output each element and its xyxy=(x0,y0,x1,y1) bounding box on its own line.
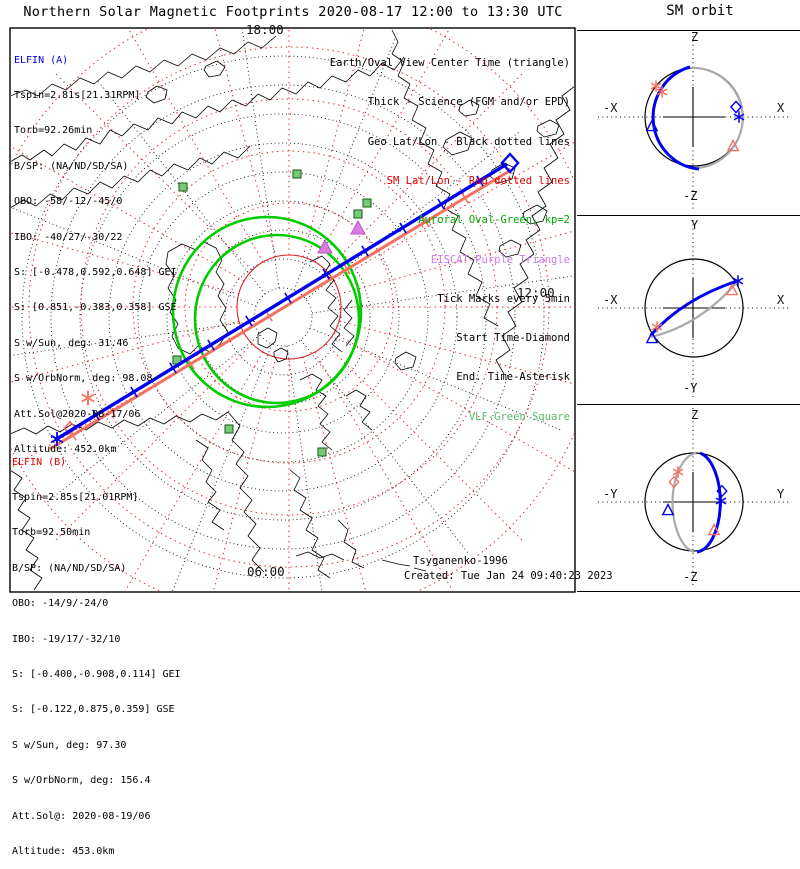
legend-auroral-oval: Auroral Oval-Green, kp=2 xyxy=(418,214,570,227)
elfin-b-sun-angle: S w/Sun, deg: 97.30 xyxy=(12,739,127,751)
elfin-b-track xyxy=(49,168,512,451)
elfin-a-torb: Torb=92.26min xyxy=(14,125,93,137)
elfin-a-orbnorm-angle: S w/OrbNorm, deg: 98.08 xyxy=(14,373,153,385)
elfin-b-altitude: Altitude: 453.0km xyxy=(12,845,115,857)
sm-orbit-panel-yz xyxy=(598,408,790,588)
xy-axis-negy: -Y xyxy=(683,381,698,395)
xz-axis-negx: -X xyxy=(603,101,618,115)
elfin-a-title: ELFIN (A) xyxy=(14,54,69,66)
elfin-b-title: ELFIN (B) xyxy=(12,456,67,468)
yz-axis-z: Z xyxy=(691,408,699,422)
elfin-a-bsp: B/SP: (NA/ND/SD/SA) xyxy=(14,160,129,172)
mlt-label-12: 12:00 xyxy=(517,285,555,300)
sm-orbit-panels xyxy=(577,29,800,593)
legend-end-time: End. Time-Asterisk xyxy=(456,371,570,384)
yz-axis-negy: -Y xyxy=(603,487,618,501)
elfin-b-tspin: Tspin=2.85s[21.01RPM] xyxy=(12,491,139,503)
legend-tick-marks: Tick Marks every 5min xyxy=(437,292,570,305)
coastlines xyxy=(11,29,574,591)
plot-canvas xyxy=(9,27,800,593)
elfin-b-s-gei: S: [-0.400,-0.908,0.114] GEI xyxy=(12,668,181,680)
panel-dividers xyxy=(577,29,800,593)
yz-axis-y: Y xyxy=(777,487,785,501)
vlf-station-squares xyxy=(172,169,372,457)
mlt-label-18: 18:00 xyxy=(246,22,284,37)
elfin-a-ibo: IBO: -40/27/-30/22 xyxy=(14,231,123,243)
sm-grid xyxy=(11,29,574,591)
auroral-oval xyxy=(171,215,363,409)
yz-axis-negz: -Z xyxy=(683,570,698,584)
elfin-a-track xyxy=(50,152,520,447)
xy-axis-y: Y xyxy=(691,218,699,232)
legend-sm-grid: SM Lat/Lon - Red dotted lines xyxy=(386,175,570,188)
xy-axis-x: X xyxy=(777,293,785,307)
elfin-b-orbnorm-angle: S w/OrbNorm, deg: 156.4 xyxy=(12,775,151,787)
elfin-b-s-gse: S: [-0.122,0.875,0.359] GSE xyxy=(12,704,175,716)
elfin-a-obo: OBO: -58/-12/-45/0 xyxy=(14,196,123,208)
xy-axis-negx: -X xyxy=(603,293,618,307)
elfin-a-att-sol: Att.Sol@2020-08-17/06 xyxy=(14,408,141,420)
created-timestamp: Created: Tue Jan 24 09:40:23 2023 xyxy=(404,570,613,582)
xz-axis-z: Z xyxy=(691,30,699,44)
legend-start-time: Start Time-Diamond xyxy=(456,332,570,345)
mlt-label-06: 06:00 xyxy=(247,564,285,579)
elfin-b-att-sol: Att.Sol@: 2020-08-19/06 xyxy=(12,810,151,822)
elfin-b-torb: Torb=92.50min xyxy=(12,527,91,539)
elfin-a-altitude: Altitude: 452.0km xyxy=(14,443,117,455)
sm-orbit-title: SM orbit xyxy=(666,3,734,19)
legend-vlf: VLF-Green Square xyxy=(468,410,570,423)
sm-orbit-panel-xy xyxy=(598,220,790,400)
solar-magnetic-footprints-plot: { "title": "Northern Solar Magnetic Foot… xyxy=(9,3,800,857)
map-panel xyxy=(11,29,574,591)
elfin-a-tspin: Tspin=2.81s[21.31RPM] xyxy=(14,89,141,101)
eiscat-triangles xyxy=(317,219,366,254)
elfin-a-sun-angle: S w/Sun, deg: 31.46 xyxy=(14,337,129,349)
geo-grid xyxy=(11,29,574,591)
legend-thick-science: Thick - Science (FGM and/or EPD) xyxy=(367,96,570,109)
elfin-a-s-gse: S: [0.851,-0.383,0.358] GSE xyxy=(14,302,177,314)
legend-geo-grid: Geo Lat/Lon - Black dotted lines xyxy=(367,135,570,148)
xz-axis-negz: -Z xyxy=(683,189,698,203)
legend-center-time: Earth/Oval View Center Time (triangle) xyxy=(329,57,570,70)
elfin-a-s-gei: S: [-0.478,0.592,0.648] GEI xyxy=(14,266,177,278)
xz-axis-x: X xyxy=(777,101,785,115)
sm-orbit-panel-xz xyxy=(598,36,790,212)
field-model-label: Tsyganenko-1996 xyxy=(413,555,508,567)
elfin-b-info-block: ELFIN (B) Tspin=2.85s[21.01RPM] Torb=92.… xyxy=(12,433,181,869)
elfin-a-info-block: ELFIN (A) Tspin=2.81s[21.31RPM] Torb=92.… xyxy=(14,31,177,467)
elfin-b-bsp: B/SP: (NA/ND/SD/SA) xyxy=(12,562,127,574)
map-frame xyxy=(9,27,576,593)
map-legend: Earth/Oval View Center Time (triangle) T… xyxy=(190,31,570,437)
page-title: Northern Solar Magnetic Footprints 2020-… xyxy=(23,4,563,20)
elfin-b-ibo: IBO: -19/17/-32/10 xyxy=(12,633,121,645)
legend-eiscat: EISCAT-Purple Triangle xyxy=(430,253,570,266)
